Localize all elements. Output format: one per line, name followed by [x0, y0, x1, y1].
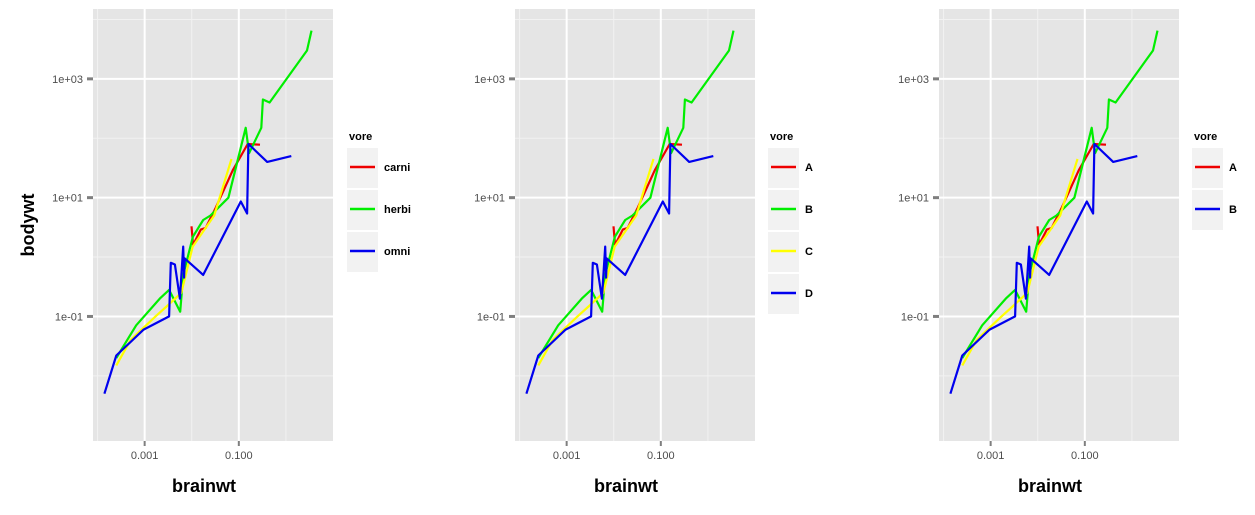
y-tick-label: 1e+01: [898, 193, 929, 205]
y-tick-label: 1e+03: [474, 74, 505, 86]
legend-label: A: [805, 162, 813, 174]
x-tick-label: 0.100: [647, 450, 675, 462]
x-tick-label: 0.001: [553, 450, 581, 462]
legend-title: vore: [349, 131, 372, 143]
legend-title: vore: [770, 131, 793, 143]
series-line-2: [537, 30, 735, 359]
series-line-4: [949, 142, 1138, 395]
chart-panel-1: 0.001 0.100 1e-01 1e+01 1e+03 brainwt bodywt vo…: [18, 9, 411, 496]
x-tick-label: 0.001: [131, 450, 159, 462]
y-tick-label: 1e+03: [898, 74, 929, 86]
x-axis-title: brainwt: [1018, 476, 1082, 496]
legend-label: D: [805, 288, 813, 300]
legend-label: carni: [384, 162, 410, 174]
x-tick-label: 0.100: [225, 450, 253, 462]
y-tick-label: 1e-01: [477, 311, 505, 323]
series-line-3: [961, 158, 1079, 366]
chart-panel-2: 0.001 0.100 1e-01 1e+01 1e+03 brainwt vore A B C D: [474, 9, 813, 496]
series-line-2: [961, 30, 1159, 359]
series-line-4: [525, 142, 714, 395]
legend-title: vore: [1194, 131, 1217, 143]
y-tick-label: 1e+01: [474, 193, 505, 205]
chart-panel-3: 0.001 0.100 1e-01 1e+01 1e+03 brainwt vore A B: [898, 9, 1237, 496]
legend: vore A B C D: [768, 131, 813, 314]
y-tick-label: 1e-01: [55, 311, 83, 323]
legend-label: C: [805, 246, 813, 258]
y-tick-label: 1e+01: [52, 193, 83, 205]
legend-label: omni: [384, 246, 410, 258]
plot-panel-background: [515, 9, 755, 441]
plot-panel-background: [939, 9, 1179, 441]
legend-label: B: [1229, 204, 1237, 216]
legend-label: A: [1229, 162, 1237, 174]
plot-panel-background: [93, 9, 333, 441]
series-line-2: [115, 30, 313, 359]
y-axis-title: bodywt: [18, 194, 38, 257]
legend: vore carni herbi omni: [347, 131, 411, 272]
x-axis-title: brainwt: [594, 476, 658, 496]
series-line-3: [115, 158, 233, 366]
series-line-3: [537, 158, 655, 366]
x-tick-label: 0.100: [1071, 450, 1099, 462]
x-tick-label: 0.001: [977, 450, 1005, 462]
series-line-4: [103, 142, 292, 395]
y-tick-label: 1e-01: [901, 311, 929, 323]
x-axis-title: brainwt: [172, 476, 236, 496]
legend-label: B: [805, 204, 813, 216]
legend-label: herbi: [384, 204, 411, 216]
legend: vore A B: [1192, 131, 1237, 230]
y-tick-label: 1e+03: [52, 74, 83, 86]
